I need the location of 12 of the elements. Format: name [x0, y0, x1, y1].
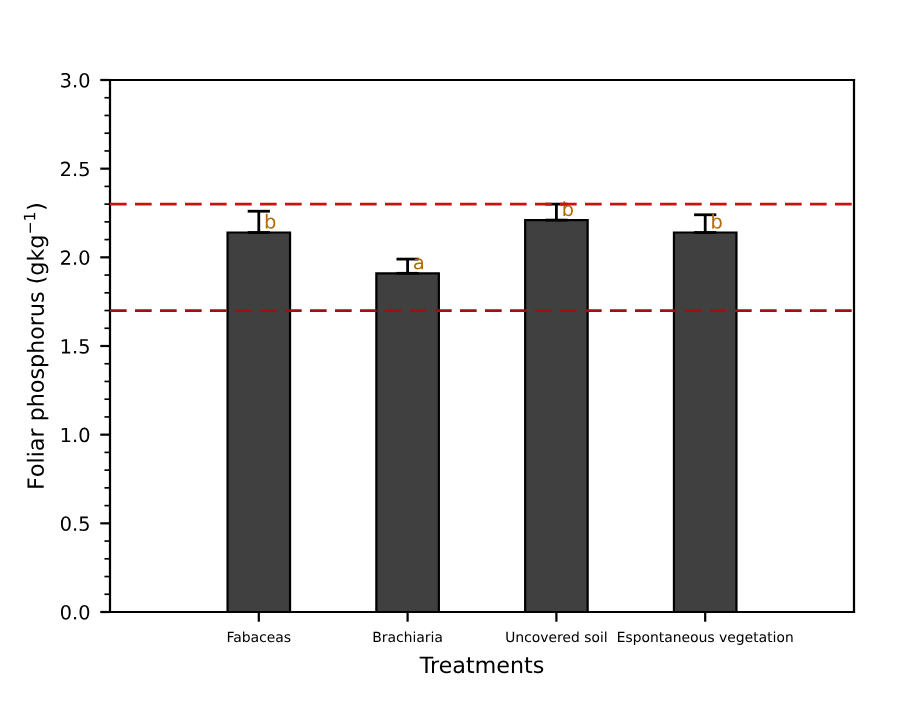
y-tick-label: 2.0	[61, 250, 90, 265]
y-tick-label: 2.5	[61, 161, 89, 177]
y-tick-label: 1.0	[61, 427, 90, 443]
y-tick-label: 0.5	[60, 516, 89, 531]
annotation: b	[265, 213, 276, 229]
y-axis-title: Foliar phosphorus (gkg$^{−1}$)	[23, 204, 49, 488]
y-tick-label: 0.0	[60, 604, 90, 620]
annotation: a	[414, 258, 423, 270]
y-tick-label: 3.0	[61, 72, 90, 88]
x-axis-title: Treatments	[419, 656, 544, 674]
y-tick-label: 1.5	[61, 339, 89, 354]
annotation: b	[712, 213, 722, 229]
